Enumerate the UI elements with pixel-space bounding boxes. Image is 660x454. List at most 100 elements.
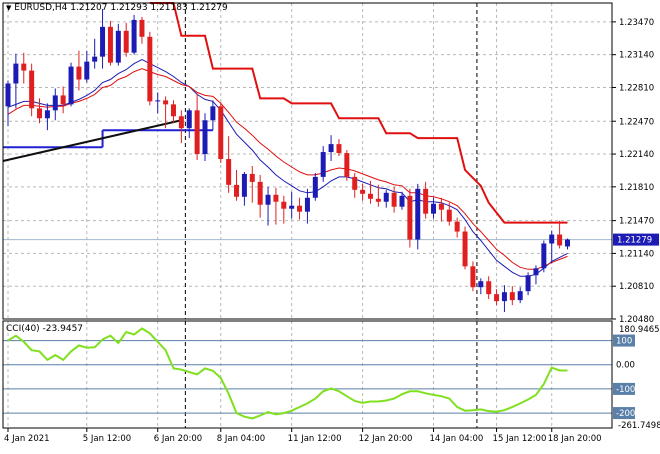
price-overlays <box>2 2 612 277</box>
candle-body[interactable] <box>155 100 161 102</box>
candle-body[interactable] <box>509 292 515 301</box>
candle-body[interactable] <box>100 26 106 57</box>
candle-body[interactable] <box>478 281 484 288</box>
current-price-label: 1.21279 <box>617 236 652 246</box>
candle-body[interactable] <box>438 203 444 210</box>
candle-body[interactable] <box>415 188 421 240</box>
candle-body[interactable] <box>486 281 492 295</box>
symbol-label: EURUSD,H4 <box>14 3 68 13</box>
cci-level-tag <box>613 407 635 420</box>
candle-body[interactable] <box>84 61 90 80</box>
cci-title: CCI(40) -23.9457 <box>6 324 84 334</box>
candle-body[interactable] <box>454 221 460 232</box>
candle-body[interactable] <box>533 268 539 276</box>
candlestick-series[interactable] <box>5 8 570 313</box>
candle-body[interactable] <box>344 153 350 177</box>
cci-level-tag <box>613 382 635 395</box>
time-tick-label: 12 Jan 20:00 <box>359 434 413 444</box>
high-value: 1.21293 <box>110 3 148 13</box>
time-tick-label: 5 Jan 12:00 <box>83 434 131 444</box>
candle-body[interactable] <box>21 63 27 71</box>
candle-body[interactable] <box>517 291 523 301</box>
candle-body[interactable] <box>218 106 224 160</box>
candle-body[interactable] <box>163 100 169 105</box>
candle-body[interactable] <box>37 108 43 119</box>
candle-body[interactable] <box>13 63 19 84</box>
trendline[interactable] <box>2 119 182 162</box>
candle-body[interactable] <box>470 266 476 288</box>
candle-body[interactable] <box>170 104 176 117</box>
candle-body[interactable] <box>391 192 397 207</box>
cci-panel-frame <box>2 320 613 429</box>
candle-body[interactable] <box>273 194 279 202</box>
candle-body[interactable] <box>564 239 570 247</box>
candle-body[interactable] <box>76 66 82 80</box>
cci-indicator[interactable] <box>3 327 612 420</box>
candle-body[interactable] <box>241 173 247 197</box>
candle-body[interactable] <box>29 70 35 109</box>
candle-body[interactable] <box>186 110 192 129</box>
candle-body[interactable] <box>446 209 452 222</box>
time-tick-label: 18 Jan 20:00 <box>548 434 602 444</box>
candle-body[interactable] <box>304 197 310 212</box>
candle-body[interactable] <box>226 159 232 185</box>
candle-body[interactable] <box>367 193 373 199</box>
candle-body[interactable] <box>360 189 366 194</box>
candle-body[interactable] <box>312 176 318 198</box>
candle-body[interactable] <box>52 95 58 111</box>
candle-body[interactable] <box>5 83 11 107</box>
candle-body[interactable] <box>541 243 547 269</box>
candle-body[interactable] <box>202 120 208 155</box>
candle-body[interactable] <box>257 181 263 205</box>
candle-body[interactable] <box>375 198 381 202</box>
candle-body[interactable] <box>501 292 507 302</box>
candle-body[interactable] <box>423 188 429 214</box>
time-tick-label: 4 Jan 2021 <box>4 434 50 444</box>
price-tick-label: 1.20480 <box>619 315 654 325</box>
candle-body[interactable] <box>328 144 334 153</box>
channel-line <box>149 2 568 224</box>
candle-body[interactable] <box>281 201 287 209</box>
cci-line[interactable] <box>7 327 568 420</box>
candle-body[interactable] <box>92 56 98 62</box>
candle-body[interactable] <box>107 26 113 63</box>
candle-body[interactable] <box>265 194 271 205</box>
axes: 1.23470 1.23140 1.22810 1.22470 1.22140 1.218… <box>2 2 660 444</box>
time-tick-label: 6 Jan 20:00 <box>154 434 202 444</box>
candle-body[interactable] <box>431 203 437 214</box>
candle-body[interactable] <box>289 205 295 209</box>
candle-body[interactable] <box>297 205 303 212</box>
collapse-triangle-icon[interactable]: ▼ <box>6 4 12 12</box>
candle-body[interactable] <box>68 66 74 105</box>
candle-body[interactable] <box>44 110 50 119</box>
candle-body[interactable] <box>210 106 216 121</box>
candle-body[interactable] <box>462 231 468 267</box>
candle-body[interactable] <box>494 294 500 302</box>
time-tick-label: 14 Jan 04:00 <box>430 434 484 444</box>
candle-body[interactable] <box>234 184 240 197</box>
cci-scale-max: 180.9465 <box>619 325 660 335</box>
candle-body[interactable] <box>194 110 200 155</box>
candle-body[interactable] <box>399 195 405 207</box>
candle-body[interactable] <box>139 19 145 37</box>
candle-body[interactable] <box>525 275 531 292</box>
candle-body[interactable] <box>549 234 555 244</box>
candle-body[interactable] <box>320 152 326 177</box>
candle-body[interactable] <box>407 195 413 240</box>
cci-level-label: -200 <box>616 409 635 419</box>
period-separators <box>184 3 478 428</box>
candle-body[interactable] <box>383 192 389 202</box>
chart-header: ▼ EURUSD,H4 1.21207 1.21293 1.21183 1.21… <box>6 3 228 13</box>
candle-body[interactable] <box>123 30 129 53</box>
candle-body[interactable] <box>178 116 184 129</box>
candle-body[interactable] <box>147 36 153 102</box>
candle-body[interactable] <box>131 19 137 53</box>
candle-body[interactable] <box>249 173 255 182</box>
candle-body[interactable] <box>60 95 66 105</box>
candle-body[interactable] <box>352 176 358 190</box>
candle-body[interactable] <box>557 234 563 246</box>
candle-body[interactable] <box>336 144 342 154</box>
candle-body[interactable] <box>115 30 121 63</box>
